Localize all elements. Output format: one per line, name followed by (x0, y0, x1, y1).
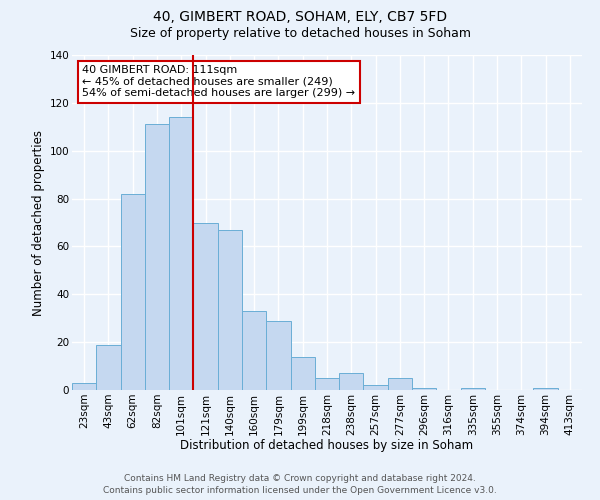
Bar (364, 385, 388, 390)
Text: Contains HM Land Registry data © Crown copyright and database right 2024.
Contai: Contains HM Land Registry data © Crown c… (103, 474, 497, 495)
Bar (461, 388, 485, 390)
Bar (96, 344, 121, 390)
Text: 40 GIMBERT ROAD: 111sqm
← 45% of detached houses are smaller (249)
54% of semi-d: 40 GIMBERT ROAD: 111sqm ← 45% of detache… (82, 65, 355, 98)
Bar (388, 378, 412, 390)
Bar (242, 311, 266, 390)
Bar (169, 117, 193, 390)
Text: Size of property relative to detached houses in Soham: Size of property relative to detached ho… (130, 28, 470, 40)
Bar (193, 222, 218, 390)
Bar (412, 388, 436, 390)
Bar (145, 124, 169, 390)
Bar (339, 373, 364, 390)
Bar (266, 320, 290, 390)
Bar (121, 194, 145, 390)
Bar (290, 356, 315, 390)
Bar (315, 378, 339, 390)
Bar (218, 230, 242, 390)
X-axis label: Distribution of detached houses by size in Soham: Distribution of detached houses by size … (181, 439, 473, 452)
Bar (72, 383, 96, 390)
Y-axis label: Number of detached properties: Number of detached properties (32, 130, 46, 316)
Bar (533, 388, 558, 390)
Text: 40, GIMBERT ROAD, SOHAM, ELY, CB7 5FD: 40, GIMBERT ROAD, SOHAM, ELY, CB7 5FD (153, 10, 447, 24)
